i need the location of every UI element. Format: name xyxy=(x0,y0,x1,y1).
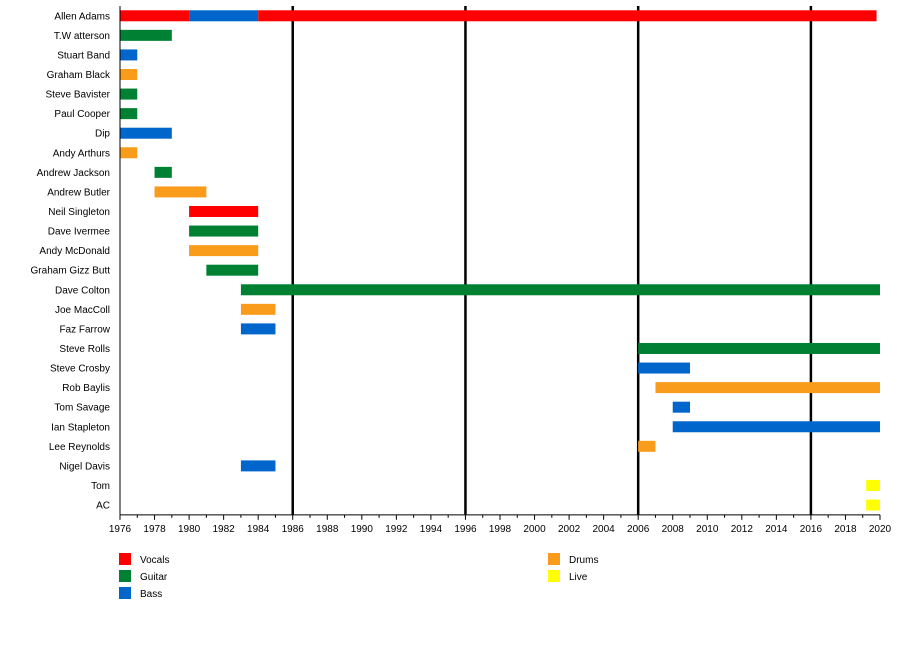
member-label-lee-reynolds: Lee Reynolds xyxy=(49,442,110,453)
bar-graham-black-drums-0 xyxy=(120,68,138,80)
bar-andrew-butler-drums-0 xyxy=(154,186,207,198)
member-label-dip: Dip xyxy=(95,129,110,140)
member-label-faz-farrow: Faz Farrow xyxy=(59,324,110,335)
bar-neil-singleton-vocals-0 xyxy=(189,205,259,217)
x-tick-label-2002: 2002 xyxy=(558,524,581,535)
member-label-graham-gizz-butt: Graham Gizz Butt xyxy=(31,266,111,277)
bar-tom-live-0 xyxy=(866,479,880,491)
member-labels: Allen Adams T.W atterson Stuart Band Graham… xyxy=(31,11,111,511)
bar-allen-adams-vocals-0 xyxy=(120,10,190,22)
x-tick-label-1994: 1994 xyxy=(420,524,443,535)
legend-label-bass: Bass xyxy=(140,589,162,600)
member-label-neil-singleton: Neil Singleton xyxy=(48,207,110,218)
bar-faz-farrow-bass-0 xyxy=(240,323,276,335)
bar-joe-maccoll-drums-0 xyxy=(240,303,276,315)
x-tick-label-2012: 2012 xyxy=(731,524,754,535)
x-tick-label-1992: 1992 xyxy=(385,524,408,535)
member-label-andy-mcdonald: Andy McDonald xyxy=(39,246,110,257)
gridlines xyxy=(291,6,813,515)
x-tick-label-2008: 2008 xyxy=(662,524,685,535)
legend-swatch-drums xyxy=(548,553,560,565)
x-tick-label-2000: 2000 xyxy=(523,524,546,535)
legend-swatch-guitar xyxy=(119,570,131,582)
x-tick-label-1990: 1990 xyxy=(351,524,374,535)
member-label-ac: AC xyxy=(96,501,110,512)
bar-steve-rolls-guitar-0 xyxy=(638,342,880,354)
legend-label-drums: Drums xyxy=(569,555,598,566)
x-tick-label-1988: 1988 xyxy=(316,524,339,535)
x-tick-label-2016: 2016 xyxy=(800,524,823,535)
bar-andy-arthurs-drums-0 xyxy=(120,147,138,159)
x-axis: 1976 1978 1980 1982 1984 1986 1988 1990 1992 1994… xyxy=(109,6,892,535)
x-tick-label-1978: 1978 xyxy=(143,524,166,535)
x-tick-label-2018: 2018 xyxy=(834,524,857,535)
bar-paul-cooper-guitar-0 xyxy=(120,108,138,120)
member-label-paul-cooper: Paul Cooper xyxy=(54,109,110,120)
bar-ac-live-0 xyxy=(866,499,880,511)
member-label-andrew-jackson: Andrew Jackson xyxy=(37,168,110,179)
bar-allen-adams-vocals-2 xyxy=(258,10,877,22)
member-label-stuart-band: Stuart Band xyxy=(57,50,110,61)
member-label-graham-black: Graham Black xyxy=(47,70,111,81)
member-label-rob-baylis: Rob Baylis xyxy=(62,383,110,394)
member-label-dave-colton: Dave Colton xyxy=(55,285,110,296)
x-tick-label-1986: 1986 xyxy=(282,524,305,535)
x-tick-label-2020: 2020 xyxy=(869,524,892,535)
member-label-andrew-butler: Andrew Butler xyxy=(47,187,110,198)
member-label-steve-crosby: Steve Crosby xyxy=(50,364,110,375)
member-label-ian-stapleton: Ian Stapleton xyxy=(51,422,110,433)
member-label-t-w-atterson: T.W atterson xyxy=(54,31,110,42)
bar-t-w-atterson-guitar-0 xyxy=(120,29,172,41)
bar-steve-bavister-guitar-0 xyxy=(120,88,138,100)
bar-andrew-jackson-guitar-0 xyxy=(154,166,172,178)
member-label-steve-bavister: Steve Bavister xyxy=(46,90,111,101)
legend-label-guitar: Guitar xyxy=(140,572,168,583)
legend-label-vocals: Vocals xyxy=(140,555,169,566)
bars xyxy=(120,10,881,511)
member-label-dave-ivermee: Dave Ivermee xyxy=(48,227,111,238)
bar-tom-savage-bass-0 xyxy=(672,401,690,413)
bar-graham-gizz-butt-guitar-0 xyxy=(206,264,259,276)
member-label-steve-rolls: Steve Rolls xyxy=(59,344,110,355)
x-tick-label-1982: 1982 xyxy=(213,524,236,535)
x-tick-label-1984: 1984 xyxy=(247,524,270,535)
legend-swatch-bass xyxy=(119,587,131,599)
bar-nigel-davis-bass-0 xyxy=(240,460,276,472)
x-tick-label-1998: 1998 xyxy=(489,524,512,535)
bar-allen-adams-bass-1 xyxy=(189,10,259,22)
x-tick-label-1996: 1996 xyxy=(454,524,477,535)
bar-stuart-band-bass-0 xyxy=(120,49,138,61)
member-label-allen-adams: Allen Adams xyxy=(54,11,110,22)
bar-steve-crosby-bass-0 xyxy=(638,362,690,374)
x-tick-label-2010: 2010 xyxy=(696,524,719,535)
legend-swatch-vocals xyxy=(119,553,131,565)
x-tick-label-2004: 2004 xyxy=(593,524,616,535)
member-label-nigel-davis: Nigel Davis xyxy=(59,461,110,472)
legend-swatch-live xyxy=(548,570,560,582)
legend: Vocals Guitar Bass Drums Live xyxy=(119,553,598,600)
bar-dave-ivermee-guitar-0 xyxy=(189,225,259,237)
member-label-tom: Tom xyxy=(91,481,110,492)
x-tick-label-2006: 2006 xyxy=(627,524,650,535)
member-label-andy-arthurs: Andy Arthurs xyxy=(53,148,110,159)
member-label-tom-savage: Tom Savage xyxy=(54,403,110,414)
bar-andy-mcdonald-drums-0 xyxy=(189,245,259,257)
x-tick-label-1976: 1976 xyxy=(109,524,132,535)
bar-lee-reynolds-drums-0 xyxy=(638,440,656,452)
bar-ian-stapleton-bass-0 xyxy=(672,421,880,433)
member-label-joe-maccoll: Joe MacColl xyxy=(55,305,110,316)
x-tick-label-1980: 1980 xyxy=(178,524,201,535)
bar-dip-bass-0 xyxy=(120,127,172,139)
legend-label-live: Live xyxy=(569,572,588,583)
x-tick-label-2014: 2014 xyxy=(765,524,788,535)
bar-dave-colton-guitar-0 xyxy=(240,284,881,296)
bar-rob-baylis-drums-0 xyxy=(655,382,880,394)
